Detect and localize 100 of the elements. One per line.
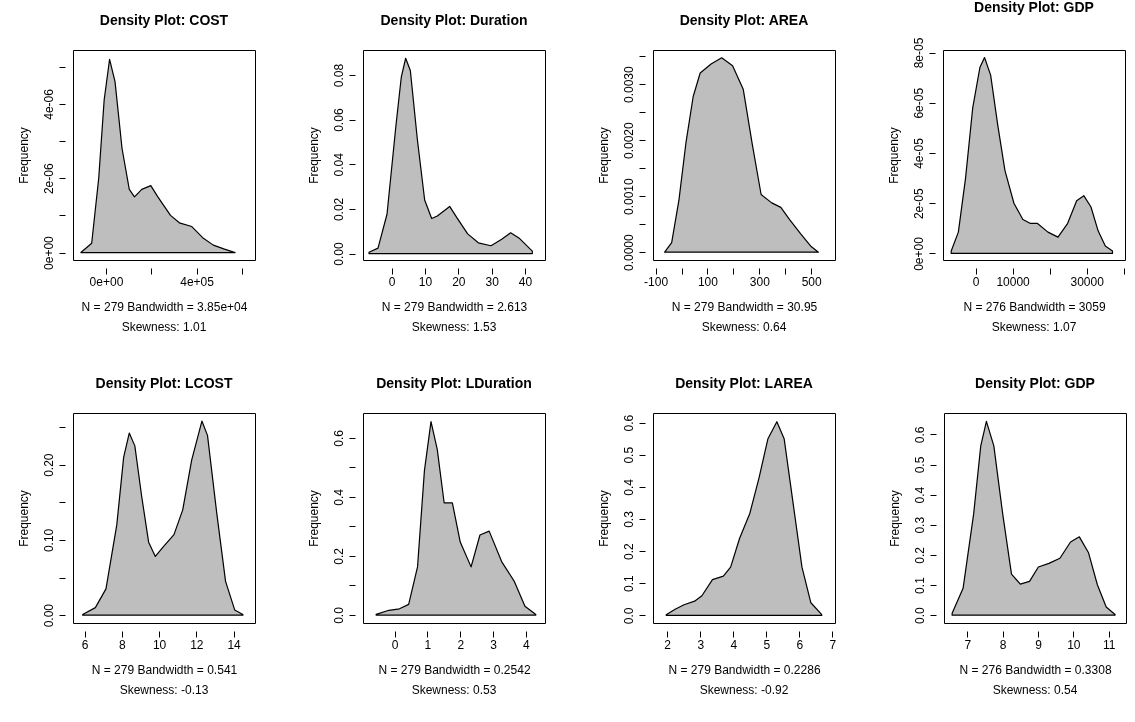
- y-tick-label: 0.00: [41, 603, 56, 628]
- y-tick-label: 0.1: [912, 576, 927, 594]
- chart-title: Density Plot: LDuration: [376, 375, 532, 391]
- y-tick-label: 0.3: [912, 516, 927, 534]
- x-tick-label: 4: [730, 637, 738, 652]
- chart-title: Density Plot: LCOST: [95, 375, 233, 391]
- x-tick-label: 6: [796, 637, 804, 652]
- x-axis-title: N = 279 Bandwidth = 0.541: [91, 662, 238, 677]
- x-tick-label: 12: [190, 637, 204, 652]
- x-axis-title: N = 279 Bandwidth = 2.613: [381, 299, 528, 314]
- y-tick-label: 0.0010: [621, 177, 636, 216]
- y-tick-label: 0.1: [621, 575, 636, 593]
- x-tick-label: 11: [1102, 637, 1116, 652]
- x-tick-label: 0e+00: [89, 274, 124, 289]
- x-tick-label: -100: [644, 274, 669, 289]
- y-tick-label: 0.0: [912, 607, 927, 625]
- x-axis-title: N = 279 Bandwidth = 3.85e+04: [81, 299, 248, 314]
- y-axis-title: Frequency: [596, 490, 611, 547]
- y-tick-label: 0.3: [621, 510, 636, 528]
- x-tick-label: 2: [457, 637, 465, 652]
- y-axis-title: Frequency: [596, 127, 611, 184]
- x-tick-label: 1: [424, 637, 432, 652]
- y-tick-label: 0.06: [331, 108, 346, 132]
- x-tick-label: 40: [518, 274, 533, 289]
- x-tick-label: 7: [829, 637, 837, 652]
- x-tick-label: 10: [418, 274, 433, 289]
- y-tick-label: 0.5: [621, 446, 636, 464]
- chart-title: Density Plot: GDP: [974, 0, 1094, 16]
- x-tick-label: 10: [1067, 637, 1081, 652]
- x-tick-label: 2: [664, 637, 672, 652]
- x-tick-label: 10000: [996, 274, 1031, 289]
- y-tick-label: 2e-06: [41, 163, 56, 195]
- text: Skewness: 1.07: [991, 320, 1077, 334]
- y-axis-title: Frequency: [306, 127, 321, 184]
- y-tick-label: 0.4: [621, 478, 636, 496]
- x-tick-label: 3: [697, 637, 705, 652]
- y-tick-label: 0.20: [41, 453, 56, 477]
- text: Skewness: 1.01: [121, 320, 207, 334]
- text: Skewness: 0.64: [701, 320, 787, 334]
- text: Skewness: 0.54: [992, 683, 1078, 697]
- x-tick-label: 9: [1035, 637, 1043, 652]
- x-tick-label: 6: [81, 637, 89, 652]
- y-tick-label: 0.02: [331, 197, 346, 222]
- x-tick-label: 14: [227, 637, 242, 652]
- text: Skewness: -0.13: [119, 683, 209, 697]
- y-tick-label: 0.6: [912, 426, 927, 444]
- x-tick-label: 10: [152, 637, 167, 652]
- y-tick-label: 0.04: [331, 152, 346, 177]
- y-tick-label: 0.2: [912, 546, 927, 564]
- x-tick-label: 20: [452, 274, 466, 289]
- chart-title: Density Plot: Duration: [380, 12, 528, 28]
- x-tick-label: 100: [697, 274, 719, 289]
- y-tick-label: 0.0: [331, 606, 346, 624]
- x-tick-label: 0: [972, 274, 980, 289]
- x-tick-label: 300: [749, 274, 771, 289]
- x-tick-label: 4: [523, 637, 531, 652]
- y-tick-label: 0.10: [41, 528, 56, 553]
- x-tick-label: 4e+05: [180, 274, 215, 289]
- chart-title: Density Plot: AREA: [679, 12, 809, 28]
- y-tick-label: 0.4: [912, 486, 927, 504]
- y-tick-label: 0.5: [912, 456, 927, 474]
- x-tick-label: 0: [391, 637, 399, 652]
- y-tick-label: 8e-05: [911, 37, 926, 69]
- y-tick-label: 4e-06: [41, 88, 56, 120]
- text: Skewness: -0.92: [699, 683, 789, 697]
- x-axis-title: N = 276 Bandwidth = 3059: [963, 299, 1106, 314]
- y-tick-label: 0.0000: [621, 233, 636, 272]
- y-axis-title: Frequency: [16, 127, 31, 184]
- y-tick-label: 0.0: [621, 607, 636, 625]
- text: Skewness: 0.53: [411, 683, 497, 697]
- y-tick-label: 0.6: [621, 414, 636, 432]
- x-tick-label: 3: [490, 637, 498, 652]
- y-tick-label: 0.6: [331, 429, 346, 447]
- y-tick-label: 4e-05: [911, 137, 926, 169]
- y-axis-title: Frequency: [887, 490, 902, 547]
- x-axis-title: N = 276 Bandwidth = 0.3308: [959, 662, 1112, 677]
- x-axis-title: N = 279 Bandwidth = 0.2286: [668, 662, 821, 677]
- y-tick-label: 0.0030: [621, 65, 636, 104]
- x-tick-label: 5: [763, 637, 771, 652]
- x-axis-title: N = 279 Bandwidth = 0.2542: [378, 662, 531, 677]
- text: Skewness: 1.53: [411, 320, 497, 334]
- y-tick-label: 6e-05: [911, 87, 926, 119]
- x-tick-label: 500: [801, 274, 822, 289]
- y-axis-title: Frequency: [886, 127, 901, 184]
- y-tick-label: 0.2: [331, 547, 346, 565]
- y-tick-label: 0.4: [331, 488, 346, 506]
- x-tick-label: 8: [118, 637, 126, 652]
- x-tick-label: 7: [964, 637, 972, 652]
- y-tick-label: 0.2: [621, 542, 636, 560]
- y-tick-label: 0.0020: [621, 121, 636, 160]
- y-tick-label: 0.00: [331, 242, 346, 266]
- chart-title: Density Plot: COST: [99, 12, 229, 28]
- x-axis-title: N = 279 Bandwidth = 30.95: [671, 299, 818, 314]
- x-tick-label: 30000: [1070, 274, 1105, 289]
- chart-title: Density Plot: LAREA: [675, 375, 813, 391]
- y-tick-label: 2e-05: [911, 188, 926, 220]
- x-tick-label: 8: [999, 637, 1007, 652]
- chart-title: Density Plot: GDP: [975, 375, 1095, 391]
- y-axis-title: Frequency: [16, 490, 31, 547]
- y-tick-label: 0.08: [331, 63, 346, 88]
